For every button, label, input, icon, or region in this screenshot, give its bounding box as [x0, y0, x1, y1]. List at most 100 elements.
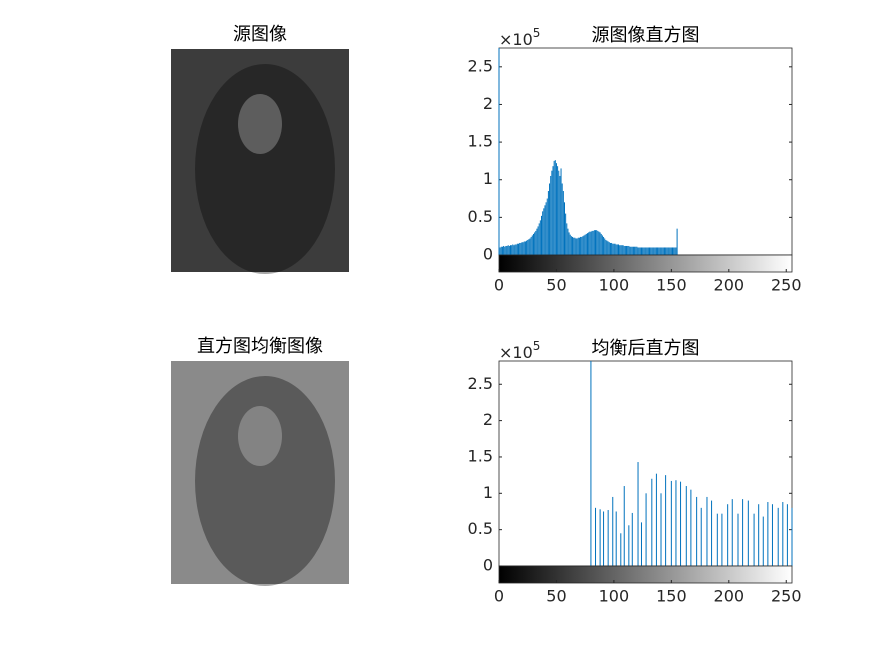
y-tick-label: 1 — [483, 483, 493, 502]
bar — [552, 166, 554, 255]
bar — [706, 496, 708, 566]
bar — [583, 235, 585, 255]
bar — [628, 525, 630, 566]
bar — [590, 361, 592, 566]
bar — [543, 208, 545, 255]
x-tick-label: 50 — [546, 587, 566, 606]
bar — [777, 507, 779, 566]
bar — [506, 245, 508, 255]
bar — [598, 231, 600, 255]
bar — [742, 499, 744, 566]
bar — [593, 230, 595, 255]
y-tick-label: 1.5 — [468, 446, 493, 465]
x-tick-label: 250 — [771, 587, 802, 606]
bar — [771, 504, 773, 566]
bar — [674, 247, 676, 255]
bar — [731, 499, 733, 566]
bar — [553, 160, 555, 255]
y-multiplier-base: ×10 — [499, 30, 533, 49]
y-multiplier-exponent: 5 — [533, 339, 541, 353]
y-multiplier-base: ×10 — [499, 343, 533, 362]
bar — [595, 230, 597, 255]
bar — [640, 522, 642, 566]
bar — [627, 245, 629, 255]
bar — [560, 168, 562, 255]
bar — [504, 246, 506, 255]
y-tick-label: 0 — [483, 245, 493, 264]
bar — [582, 236, 584, 255]
bar — [611, 242, 613, 255]
bar — [696, 496, 698, 566]
bar — [753, 513, 755, 566]
bar — [659, 247, 661, 255]
bar — [570, 236, 572, 255]
bar — [527, 239, 529, 255]
bar — [619, 245, 621, 255]
bar — [615, 244, 617, 255]
bar — [554, 160, 556, 255]
bar — [620, 533, 622, 566]
bar — [526, 240, 528, 255]
bar — [546, 198, 548, 255]
bar — [551, 170, 553, 255]
bar — [646, 247, 648, 255]
bar — [545, 202, 547, 255]
bar — [569, 234, 571, 255]
bar — [562, 191, 564, 255]
x-tick-label: 100 — [599, 276, 630, 295]
y-tick-label: 0 — [483, 556, 493, 575]
bar — [622, 245, 624, 255]
bar — [660, 247, 662, 255]
bar — [634, 246, 636, 255]
bar — [498, 48, 500, 255]
bar — [675, 247, 677, 255]
bar — [612, 243, 614, 255]
bar — [573, 237, 575, 255]
chart-title: 源图像直方图 — [592, 25, 700, 46]
bar — [623, 245, 625, 255]
bar — [666, 247, 668, 255]
bar — [663, 247, 665, 255]
y-multiplier: ×105 — [499, 339, 540, 362]
bar — [607, 510, 609, 566]
image — [171, 49, 349, 272]
bar — [542, 211, 544, 255]
bar — [604, 238, 606, 255]
bar — [581, 236, 583, 255]
bar — [662, 247, 664, 255]
bar — [505, 245, 507, 255]
bar — [592, 230, 594, 255]
bar — [516, 243, 518, 255]
bar — [637, 462, 639, 566]
bar — [549, 183, 551, 255]
bar — [747, 500, 749, 566]
y-tick-label: 1 — [483, 169, 493, 188]
bar — [595, 507, 597, 566]
bar — [665, 247, 667, 255]
image-figure — [195, 64, 335, 274]
bar — [503, 245, 505, 255]
x-tick-label: 50 — [546, 276, 566, 295]
bar — [644, 247, 646, 255]
bar — [590, 231, 592, 255]
bar — [620, 245, 622, 255]
bar — [652, 247, 654, 255]
bar — [631, 512, 633, 566]
bar — [603, 511, 605, 566]
bar — [645, 493, 647, 566]
chart-title: 均衡后直方图 — [592, 338, 700, 359]
bar — [680, 481, 682, 566]
bar — [782, 502, 784, 566]
bar — [521, 242, 523, 255]
bar — [501, 246, 503, 255]
bar — [518, 243, 520, 255]
bar — [606, 240, 608, 255]
bar — [512, 244, 514, 255]
bar — [535, 230, 537, 255]
bar — [550, 175, 552, 255]
bar — [578, 237, 580, 255]
bar — [537, 226, 539, 255]
bar — [585, 233, 587, 255]
bar — [665, 475, 667, 566]
